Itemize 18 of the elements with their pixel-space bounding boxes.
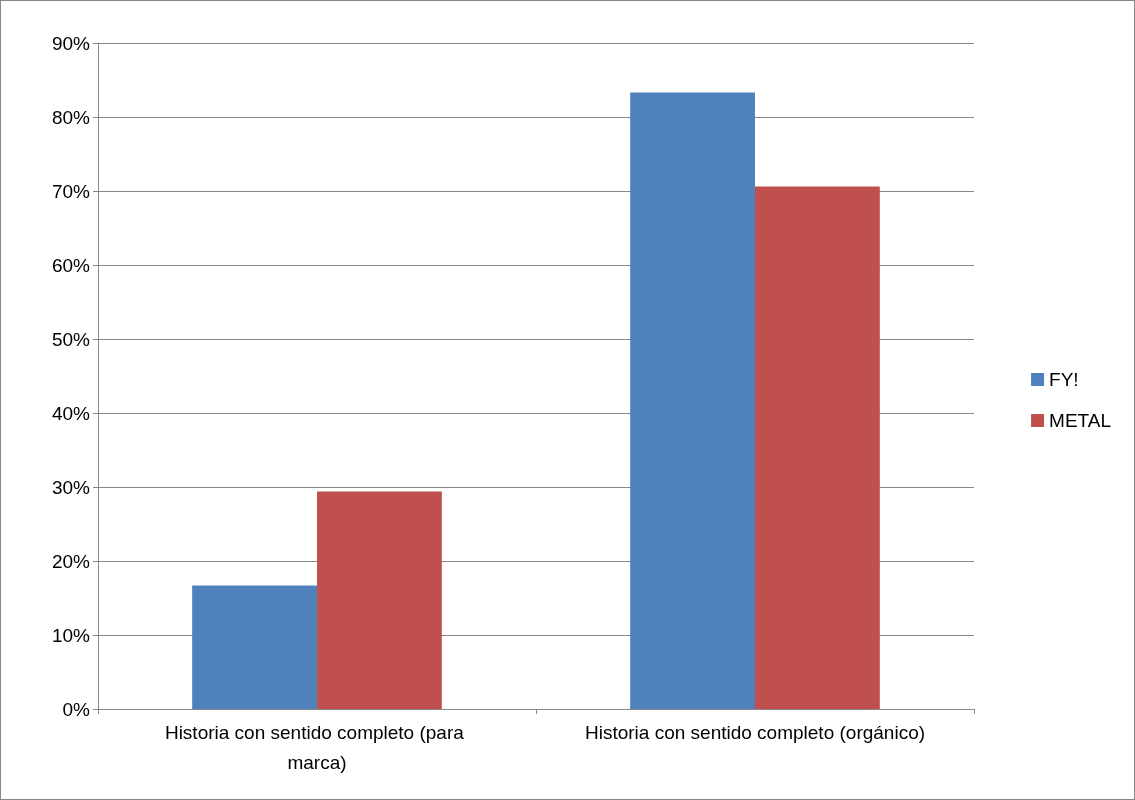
y-tick-label: 20% [51, 550, 91, 572]
bar [192, 585, 317, 709]
y-tick-label: 10% [51, 624, 91, 646]
y-tick-label: 90% [51, 32, 91, 54]
y-tick-label: 50% [51, 328, 91, 350]
bar [630, 92, 755, 709]
bar [317, 491, 442, 709]
y-tick-label: 80% [51, 106, 91, 128]
legend-label: METAL [1049, 410, 1111, 431]
x-tick-label: Historia con sentido completo (orgánico) [584, 721, 926, 743]
y-tick-label: 40% [51, 402, 91, 424]
y-tick-label: 70% [51, 180, 91, 202]
y-tick-label: 60% [51, 254, 91, 276]
y-tick-label: 0% [62, 698, 91, 720]
bar [755, 186, 880, 709]
y-tick-label: 30% [51, 476, 91, 498]
legend-label: FY! [1049, 369, 1079, 390]
x-tick-label: Historia con sentido completo (para marca) [164, 721, 470, 773]
